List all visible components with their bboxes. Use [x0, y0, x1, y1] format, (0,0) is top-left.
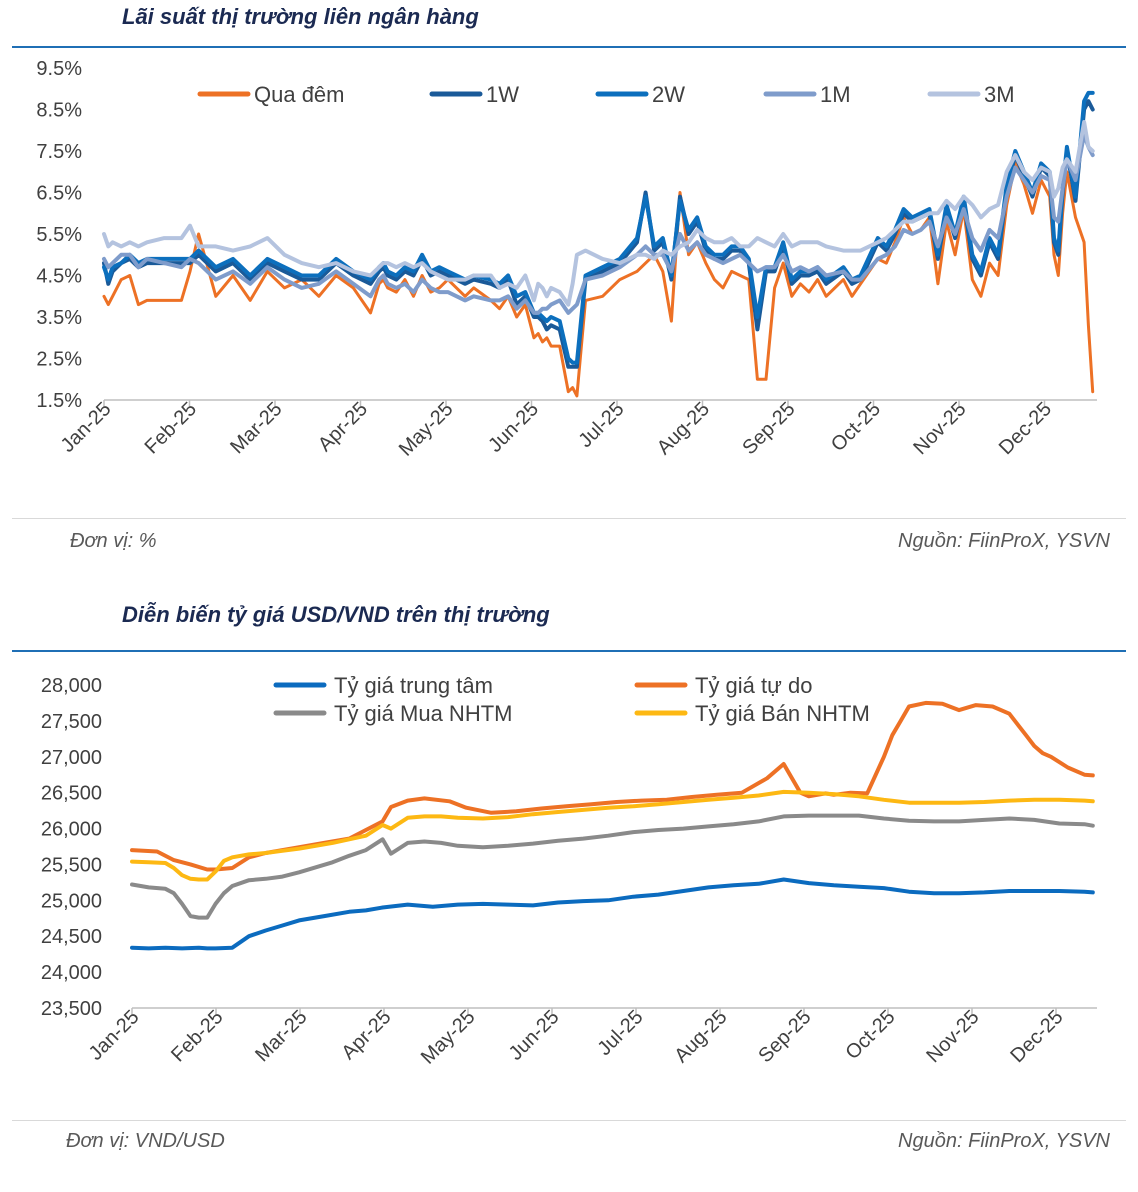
series-line-ty-gia-ban-nhtm	[130, 789, 1095, 882]
x-tick-label: Dec-25	[995, 398, 1056, 459]
x-tick-label: Feb-25	[167, 1006, 227, 1066]
interbank-rate-chart-panel: Lãi suất thị trường liên ngân hàng 9.5% 8…	[0, 0, 1138, 575]
y-tick-label: 27,500	[41, 711, 102, 733]
y-tick-label: 2.5%	[36, 349, 82, 371]
legend-label-1m: 1M	[820, 82, 851, 107]
title-divider	[12, 650, 1126, 652]
x-tick-label: May-25	[395, 398, 458, 461]
x-tick-label: May-25	[417, 1006, 480, 1069]
chart-title: Lãi suất thị trường liên ngân hàng	[122, 4, 479, 29]
series-line-ty-gia-mua-nhtm	[130, 813, 1095, 920]
y-tick-label: 25,000	[41, 890, 102, 912]
source-note: Nguồn: FiinProX, YSVN	[898, 1130, 1110, 1152]
y-tick-label: 24,000	[41, 962, 102, 984]
y-axis: 9.5% 8.5% 7.5% 6.5% 5.5% 4.5% 3.5% 2.5% 1.5%	[36, 58, 82, 412]
y-tick-label: 7.5%	[36, 141, 82, 163]
y-tick-label: 9.5%	[36, 58, 82, 80]
x-tick-label: Feb-25	[141, 398, 201, 458]
legend-label-ty-gia-tu-do: Tỷ giá tự do	[695, 673, 812, 698]
legend-label-2w: 2W	[652, 82, 685, 107]
x-tick-label: Apr-25	[338, 1006, 396, 1064]
x-tick-label: Apr-25	[314, 398, 372, 456]
x-tick-label: Nov-25	[922, 1006, 983, 1067]
y-tick-label: 26,500	[41, 783, 102, 805]
footer-divider	[12, 1120, 1126, 1121]
legend-label-qua-dem: Qua đêm	[254, 82, 345, 107]
legend-label-ty-gia-mua-nhtm: Tỷ giá Mua NHTM	[334, 701, 512, 726]
series-line-ty-gia-trung-tam	[130, 877, 1095, 951]
x-tick-label: Mar-25	[226, 398, 286, 458]
legend: Qua đêm 1W 2W 1M 3M	[197, 82, 1015, 107]
y-tick-label: 23,500	[41, 998, 102, 1020]
x-tick-label: Jul-25	[574, 398, 628, 452]
legend-label-3m: 3M	[984, 82, 1015, 107]
x-tick-label: Sep-25	[738, 398, 799, 459]
series-line-3m	[102, 120, 1095, 307]
x-tick-label: Oct-25	[842, 1006, 900, 1064]
usd-vnd-chart-panel: Diễn biến tỷ giá USD/VND trên thị trường…	[0, 598, 1138, 1178]
y-tick-label: 27,000	[41, 747, 102, 769]
legend-label-1w: 1W	[486, 82, 519, 107]
y-tick-label: 25,500	[41, 854, 102, 876]
title-divider	[12, 46, 1126, 48]
x-tick-label: Aug-25	[670, 1006, 731, 1067]
x-tick-label: Oct-25	[827, 398, 885, 456]
interbank-rate-chart: 9.5%8.5%7.5%6.5%5.5%4.5%3.5%2.5%1.5% Jan…	[36, 58, 1097, 461]
legend-label-ty-gia-ban-nhtm: Tỷ giá Bán NHTM	[695, 701, 870, 726]
legend: Tỷ giá trung tâm Tỷ giá tự do Tỷ giá Mua N…	[273, 673, 870, 726]
y-tick-label: 24,500	[41, 926, 102, 948]
y-tick-label: 3.5%	[36, 307, 82, 329]
usd-vnd-chart: 28,000 27,500 27,000 26,500 26,000 25,500 25,0…	[41, 673, 1097, 1069]
series-line-1m	[102, 132, 1095, 315]
y-tick-label: 26,000	[41, 819, 102, 841]
legend-label-ty-gia-trung-tam: Tỷ giá trung tâm	[334, 673, 493, 698]
x-tick-label: Nov-25	[909, 398, 970, 459]
y-tick-label: 5.5%	[36, 224, 82, 246]
y-tick-label: 1.5%	[36, 390, 82, 412]
x-tick-label: Jul-25	[593, 1006, 647, 1060]
chart-title: Diễn biến tỷ giá USD/VND trên thị trường	[122, 602, 550, 627]
y-tick-label: 4.5%	[36, 266, 82, 288]
x-axis: Jan-25 Feb-25 Mar-25 Apr-25 May-25 Jun-25 Jul-…	[85, 1006, 1097, 1069]
source-note: Nguồn: FiinProX, YSVN	[898, 530, 1110, 552]
footer-divider	[12, 518, 1126, 519]
series-line-ty-gia-tu-do	[130, 700, 1095, 872]
series-lines	[130, 700, 1095, 951]
y-tick-label: 6.5%	[36, 183, 82, 205]
x-tick-label: Mar-25	[251, 1006, 311, 1066]
unit-note: Đơn vị: VND/USD	[66, 1130, 225, 1152]
y-tick-label: 28,000	[41, 675, 102, 697]
x-tick-label: Jun-25	[484, 398, 543, 457]
y-axis: 28,000 27,500 27,000 26,500 26,000 25,500 25,0…	[41, 675, 102, 1020]
x-tick-label: Aug-25	[653, 398, 714, 459]
x-tick-label: Dec-25	[1006, 1006, 1067, 1067]
x-tick-label: Sep-25	[754, 1006, 815, 1067]
x-axis: Jan-25 Feb-25 Mar-25 Apr-25 May-25 Jun-25 Jul-…	[57, 398, 1097, 461]
series-lines	[102, 90, 1095, 398]
y-tick-label: 8.5%	[36, 100, 82, 122]
x-tick-label: Jun-25	[505, 1006, 564, 1065]
unit-note: Đơn vị: %	[70, 530, 157, 552]
